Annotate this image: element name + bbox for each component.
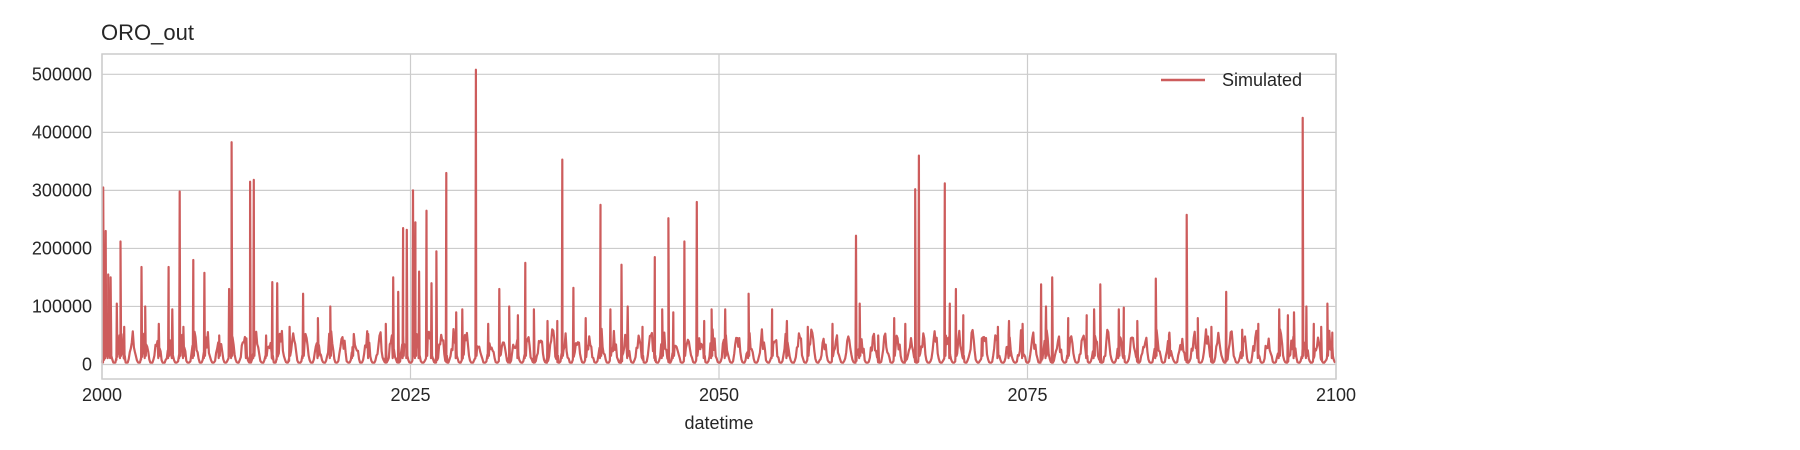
x-tick-label: 2025 <box>390 385 430 405</box>
x-tick-label: 2000 <box>82 385 122 405</box>
y-tick-label: 500000 <box>32 64 92 84</box>
series-line-simulated <box>100 68 1337 364</box>
series-layer <box>100 68 1337 364</box>
y-tick-label: 0 <box>82 354 92 374</box>
legend-label-simulated: Simulated <box>1222 70 1302 90</box>
y-tick-label: 300000 <box>32 180 92 200</box>
x-axis-label: datetime <box>684 413 753 433</box>
x-tick-label: 2050 <box>699 385 739 405</box>
x-tick-labels: 2000 2025 2050 2075 2100 <box>82 385 1356 405</box>
grid-lines <box>101 54 1337 379</box>
y-tick-label: 200000 <box>32 238 92 258</box>
x-tick-label: 2100 <box>1316 385 1356 405</box>
x-tick-label: 2075 <box>1007 385 1047 405</box>
y-tick-label: 100000 <box>32 296 92 316</box>
legend: Simulated <box>1161 70 1302 90</box>
chart-title: ORO_out <box>101 20 194 45</box>
plot-frame <box>101 53 1337 380</box>
y-tick-labels: 0 100000 200000 300000 400000 500000 <box>32 64 92 374</box>
y-tick-label: 400000 <box>32 122 92 142</box>
